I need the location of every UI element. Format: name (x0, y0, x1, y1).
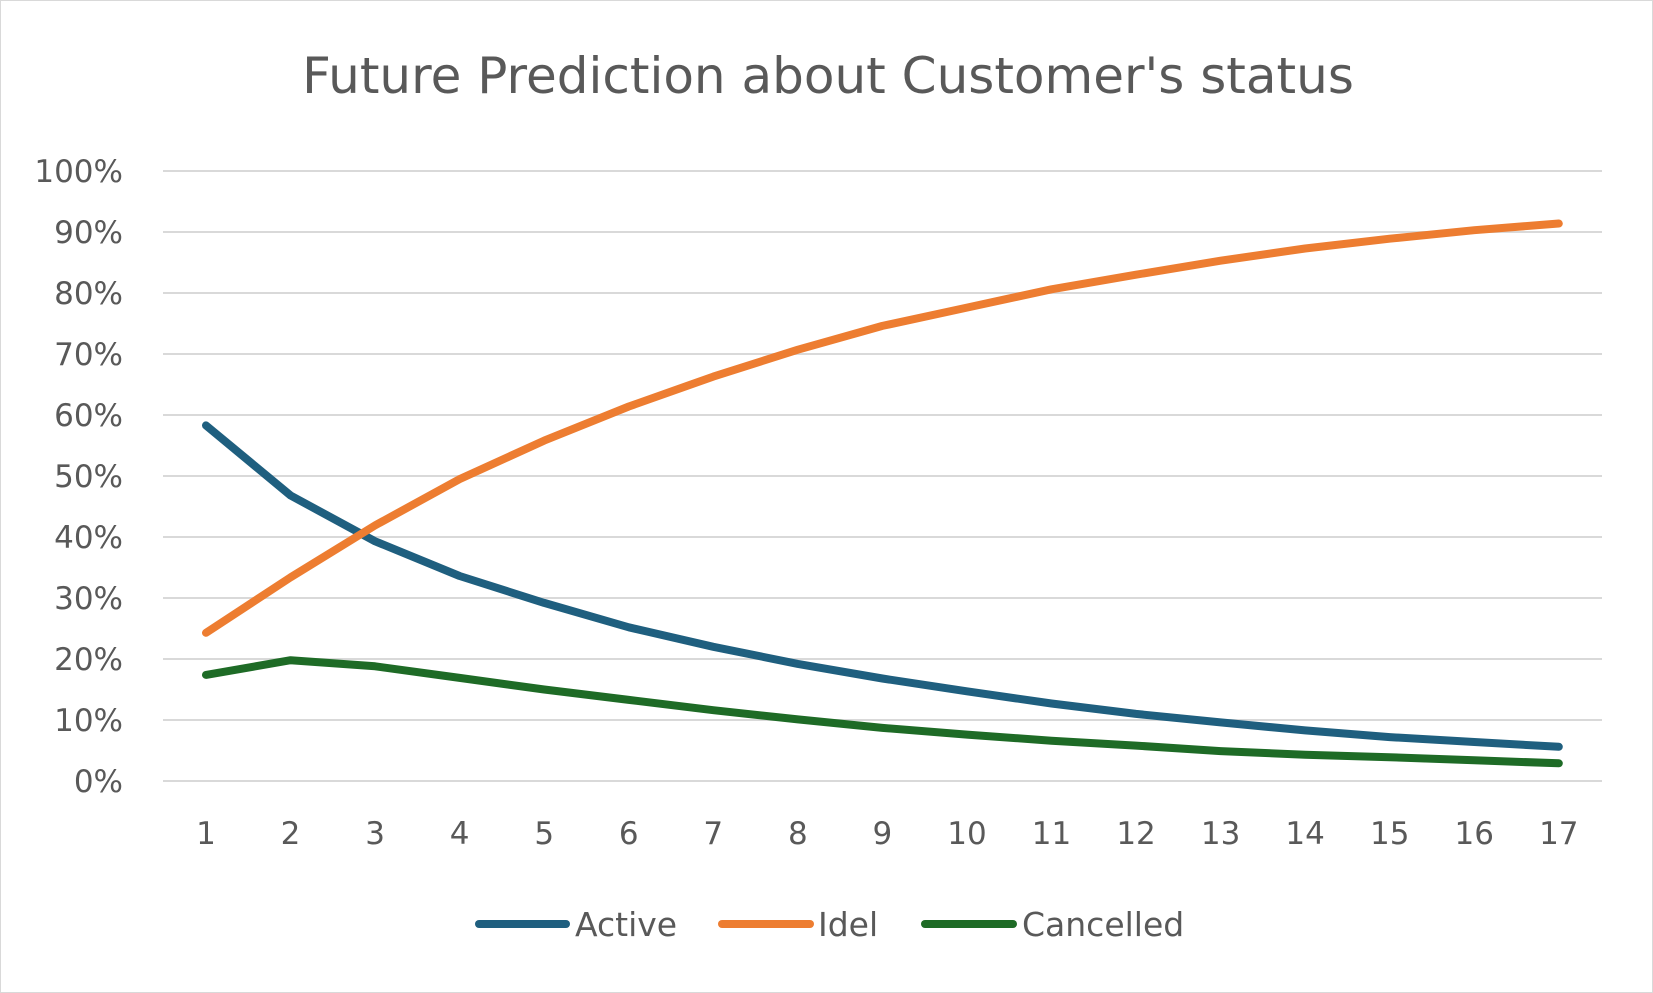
legend-item-active: Active (475, 905, 677, 944)
y-tick-label: 40% (54, 520, 123, 556)
x-tick-label: 7 (703, 816, 723, 852)
x-tick-label: 6 (619, 816, 639, 852)
legend-label: Idel (818, 905, 878, 944)
x-tick-label: 15 (1370, 816, 1409, 852)
y-tick-label: 50% (54, 459, 123, 495)
legend: Active Idel Cancelled (475, 905, 1184, 944)
legend-item-cancelled: Cancelled (921, 905, 1184, 944)
series-line-cancelled (202, 656, 1563, 768)
x-tick-label: 17 (1539, 816, 1578, 852)
legend-item-idel: Idel (718, 905, 878, 944)
y-tick-label: 70% (54, 337, 123, 373)
y-tick-label: 90% (54, 215, 123, 251)
legend-label: Cancelled (1022, 905, 1184, 944)
series-line-active (202, 421, 1563, 751)
chart-title: Future Prediction about Customer's statu… (302, 47, 1354, 105)
x-tick-label: 13 (1201, 816, 1240, 852)
x-tick-label: 3 (365, 816, 385, 852)
x-tick-label: 16 (1455, 816, 1494, 852)
x-tick-label: 10 (947, 816, 986, 852)
y-tick-label: 20% (54, 642, 123, 678)
y-tick-label: 30% (54, 581, 123, 617)
y-tick-label: 100% (34, 154, 123, 190)
y-tick-label: 80% (54, 276, 123, 312)
x-tick-label: 12 (1116, 816, 1155, 852)
y-tick-label: 10% (54, 703, 123, 739)
y-tick-label: 60% (54, 398, 123, 434)
x-tick-label: 14 (1285, 816, 1324, 852)
y-axis-tick-labels: 0% 10% 20% 30% 40% 50% 60% 70% 80% 90% 100% (34, 154, 123, 800)
x-tick-label: 9 (873, 816, 893, 852)
series-line-idel (202, 219, 1563, 637)
series-lines (202, 219, 1563, 768)
x-tick-label: 11 (1032, 816, 1071, 852)
x-tick-label: 2 (281, 816, 301, 852)
legend-label: Active (575, 905, 677, 944)
x-tick-label: 8 (788, 816, 808, 852)
gridlines (163, 170, 1602, 782)
x-tick-label: 5 (534, 816, 554, 852)
x-tick-label: 4 (450, 816, 470, 852)
y-tick-label: 0% (74, 764, 123, 800)
x-axis-tick-labels: 1 2 3 4 5 6 7 8 9 10 11 12 13 14 15 16 17 (196, 816, 1578, 852)
x-tick-label: 1 (196, 816, 216, 852)
